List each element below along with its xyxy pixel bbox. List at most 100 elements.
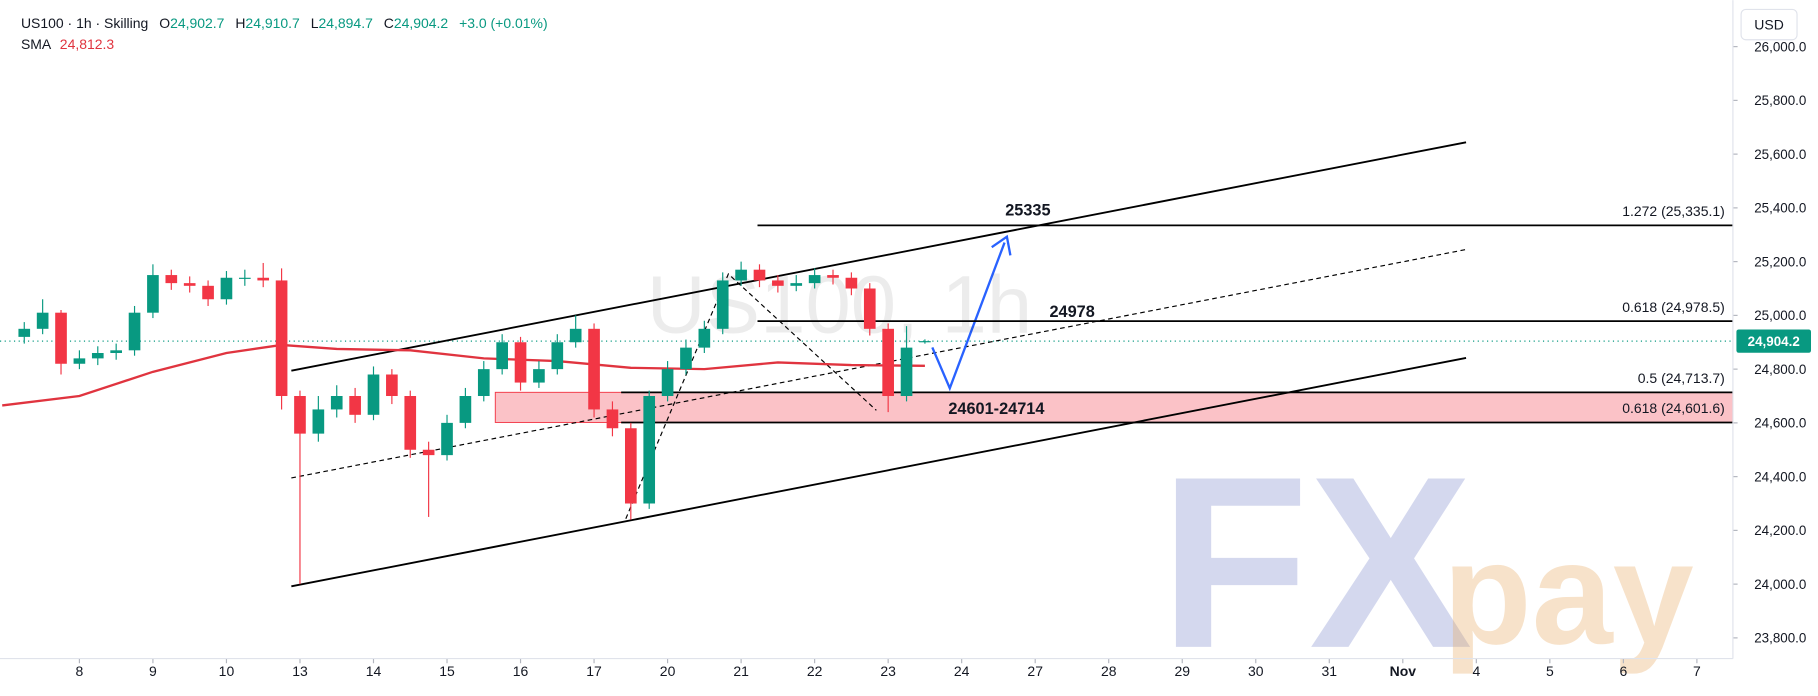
candle-body (772, 280, 784, 286)
last-price-tag (1736, 329, 1812, 353)
x-tick-label: 8 (76, 663, 84, 679)
x-tick-label: 22 (807, 663, 823, 679)
x-tick-label: 21 (733, 663, 749, 679)
y-tick-label: 25,800.0 (1754, 93, 1806, 108)
currency-button[interactable] (1740, 8, 1798, 41)
change: +3.0 (+0.01%) (459, 15, 548, 31)
sma-value: 24,812.3 (60, 36, 115, 52)
candle-body (110, 350, 122, 354)
fib-label: 0.618 (24,601.6) (1622, 400, 1725, 416)
ohlc-key: L (311, 15, 319, 31)
logo-pay: pay (1443, 511, 1694, 674)
symbol: US100 · 1h · Skilling (21, 15, 148, 31)
x-tick-label: 10 (219, 663, 235, 679)
candle-body (459, 396, 472, 423)
candle-body (36, 312, 49, 329)
candle-body (477, 369, 490, 397)
candle-body (275, 280, 288, 397)
candle-body (588, 328, 600, 410)
y-tick-label: 25,400.0 (1754, 201, 1806, 216)
main-layer: 23,800.0 24,000.0 24,200.0 24,400.0 24,600.0… (2, 39, 1812, 679)
x-tick-label: 28 (1101, 663, 1117, 679)
candle-body (551, 342, 564, 370)
ohlc-value: 24,902.7 (170, 15, 225, 31)
x-tick-label: 27 (1027, 663, 1043, 679)
watermark: US100, 1h (647, 259, 1032, 350)
forecast-arrow (931, 242, 1006, 392)
header: US100 · 1h · Skilling O24,902.7 H24,910.… (21, 15, 548, 31)
channel-lower (291, 356, 1467, 588)
currency[interactable]: USD (1754, 16, 1783, 32)
ohlc-value: 24,910.7 (245, 15, 300, 31)
sma-line (2, 343, 925, 407)
x-tick-label: 14 (366, 663, 382, 679)
candle-body (900, 347, 913, 397)
candle-body (606, 409, 619, 429)
fib-label: 1.272 (25,335.1) (1622, 203, 1725, 219)
ohlc-key: H (235, 15, 245, 31)
candle-body (716, 280, 729, 329)
ohlc-key: C (384, 15, 394, 31)
candle-body (882, 328, 894, 397)
x-tick-label: 7 (1693, 663, 1701, 679)
candle-body (257, 277, 270, 281)
y-tick-label: 24,600.0 (1754, 416, 1806, 431)
candle-body (533, 369, 545, 383)
candle-body (294, 396, 306, 434)
candle-body (55, 312, 67, 364)
ohlc-key: O (159, 15, 170, 31)
y-tick-label: 25,000.0 (1754, 308, 1806, 323)
fib-label: 0.5 (24,713.7) (1638, 370, 1725, 386)
arrow-head (991, 234, 1012, 256)
candle-body (183, 283, 196, 286)
candle-body (18, 328, 31, 337)
under-layer (0, 340, 1734, 423)
candle-body (404, 396, 417, 450)
candle-body (661, 369, 674, 397)
sma-legend: SMA 24,812.3 (21, 36, 114, 52)
candle-body (698, 328, 711, 348)
ohlc-value: 24,894.7 (318, 15, 373, 31)
drawings (291, 141, 1467, 588)
y-tick-label: 25,600.0 (1754, 147, 1806, 162)
x-tick-label: 17 (586, 663, 602, 679)
candle-body (569, 328, 582, 343)
candle-body (202, 285, 214, 300)
candle-body (165, 275, 178, 284)
support-zone (494, 391, 1734, 423)
x-tick-label: 15 (439, 663, 455, 679)
y-tick-label: 24,400.0 (1754, 469, 1806, 484)
candle-body (422, 449, 435, 456)
candle-body (147, 275, 159, 313)
candle-body (128, 312, 141, 351)
y-tick-label: 25,200.0 (1754, 254, 1806, 269)
candle-body (680, 347, 692, 370)
candle-body (827, 275, 839, 278)
x-tick-label: 16 (513, 663, 529, 679)
candle-body (330, 396, 343, 410)
candle-body (790, 283, 803, 286)
x-tick-label: 30 (1248, 663, 1264, 679)
x-tick-label: 23 (880, 663, 896, 679)
x-tick-label: 5 (1546, 663, 1554, 679)
candle-body (514, 342, 527, 383)
logo-fx: FX (1160, 425, 1473, 696)
last-price-label: 24,904.2 (1748, 334, 1800, 349)
candle-body (863, 288, 876, 329)
x-tick-label: 13 (292, 663, 308, 679)
candle-body (220, 277, 233, 300)
y-tick-label: 26,000.0 (1754, 39, 1806, 54)
candle-body (441, 422, 453, 456)
annotation: 25335 (1005, 202, 1050, 220)
candle-body (386, 374, 398, 397)
candle-body (312, 409, 325, 434)
candle-body (808, 275, 821, 284)
candle-body (73, 358, 86, 364)
x-tick-label: 20 (660, 663, 676, 679)
fib-label: 0.618 (24,978.5) (1622, 299, 1725, 315)
ohlc-value: 24,904.2 (394, 15, 449, 31)
candle-body (643, 396, 656, 504)
annotation: 24978 (1049, 303, 1094, 321)
